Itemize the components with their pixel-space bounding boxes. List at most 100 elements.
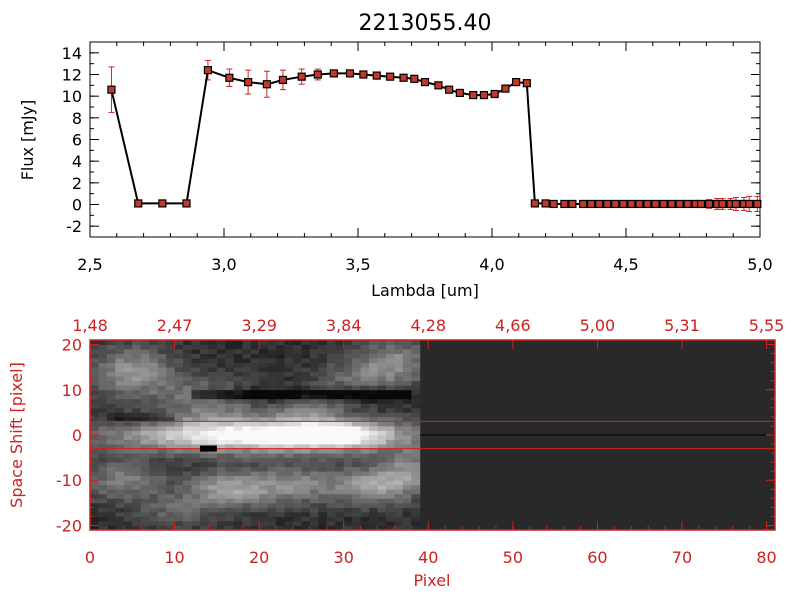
data-point — [541, 199, 550, 208]
image-pixel — [352, 407, 362, 413]
image-pixel — [191, 403, 201, 409]
spectrum-y-tick-label: 2 — [72, 174, 82, 193]
image-pixel — [352, 362, 362, 368]
image-pixel — [326, 489, 336, 495]
image-pixel — [250, 453, 260, 459]
image-pixel — [183, 353, 192, 359]
image-pixel — [106, 444, 116, 449]
image-pixel — [352, 398, 362, 404]
image-pixel — [123, 502, 133, 508]
image-pixel — [225, 448, 235, 454]
image-pixel — [149, 353, 159, 359]
image-pixel — [394, 480, 404, 486]
image-pixel — [174, 453, 184, 459]
image-pixel — [343, 376, 353, 382]
image-pixel — [385, 394, 395, 400]
image-pixel — [216, 362, 226, 368]
image-pixel — [225, 358, 235, 364]
image-pixel — [301, 421, 311, 427]
image-pixel — [276, 407, 285, 413]
image-pixel — [369, 403, 378, 409]
image-pixel — [259, 398, 268, 404]
image-pixel — [233, 407, 243, 413]
image-pixel — [301, 462, 311, 468]
image-pixel — [267, 498, 277, 504]
image-pixel — [360, 394, 370, 400]
image-pixel — [352, 502, 362, 508]
image-pixel — [360, 507, 370, 513]
image-pixel — [402, 457, 412, 463]
image-pixel — [174, 340, 184, 345]
image-pixel — [259, 471, 268, 477]
image-pixel — [166, 489, 175, 495]
image-pixel — [360, 344, 370, 350]
image-pixel — [208, 416, 218, 422]
image-pixel — [402, 425, 412, 431]
image-pixel — [309, 407, 319, 413]
image-pixel — [166, 466, 175, 472]
image-pixel — [106, 484, 116, 490]
image-pixel — [284, 389, 294, 395]
image-pixel — [326, 462, 336, 468]
image-pixel — [208, 412, 218, 418]
image-pixel — [326, 430, 336, 436]
image-pixel — [411, 340, 421, 345]
image-pixel — [233, 425, 243, 431]
image-pixel — [352, 493, 362, 499]
image-pixel — [90, 498, 99, 504]
image-pixel — [106, 340, 116, 345]
image-pixel — [98, 376, 108, 382]
image-pixel — [140, 516, 150, 522]
image-pixel — [267, 344, 277, 350]
image-pixel — [259, 380, 268, 386]
image-pixel — [106, 435, 116, 440]
image-pixel — [225, 380, 235, 386]
spectrum-x-tick-label: 3,5 — [345, 255, 370, 274]
image-pixel — [225, 502, 235, 508]
image-pixel — [115, 484, 125, 490]
image-pixel — [199, 389, 209, 395]
image-pixel — [242, 385, 252, 391]
image-pixel — [377, 489, 387, 495]
image-pixel — [360, 511, 370, 517]
image-pixel — [259, 367, 268, 373]
image-pixel — [191, 516, 201, 522]
image-pixel — [174, 416, 184, 422]
image-pixel — [352, 358, 362, 364]
image-pixel — [242, 475, 252, 481]
image-pixel — [166, 398, 175, 404]
image-pixel — [157, 493, 167, 499]
image-pixel — [140, 398, 150, 404]
image-pixel — [183, 489, 192, 495]
image-pixel — [267, 435, 277, 440]
image-pixel — [90, 516, 99, 522]
image-pixel — [360, 439, 370, 445]
image-pixel — [166, 475, 175, 481]
image-pixel — [250, 489, 260, 495]
image-pixel — [166, 462, 175, 468]
image-pixel — [157, 349, 167, 354]
image-pixel — [157, 421, 167, 427]
image-pixel — [301, 358, 311, 364]
image-pixel — [318, 358, 328, 364]
image-y-tick-label: 10 — [62, 381, 82, 400]
image-pixel — [149, 407, 159, 413]
image-pixel — [90, 466, 99, 472]
image-pixel — [250, 480, 260, 486]
image-pixel — [166, 493, 175, 499]
data-point — [659, 199, 668, 209]
image-pixel — [233, 421, 243, 427]
image-pixel — [326, 448, 336, 454]
image-pixel — [183, 371, 192, 377]
image-pixel — [369, 484, 378, 490]
image-pixel — [115, 520, 125, 526]
image-pixel — [267, 457, 277, 463]
image-pixel — [276, 511, 285, 517]
image-pixel — [402, 502, 412, 508]
image-pixel — [259, 344, 268, 350]
image-pixel — [267, 525, 277, 531]
image-pixel — [140, 480, 150, 486]
image-pixel — [284, 511, 294, 517]
image-pixel — [402, 362, 412, 368]
